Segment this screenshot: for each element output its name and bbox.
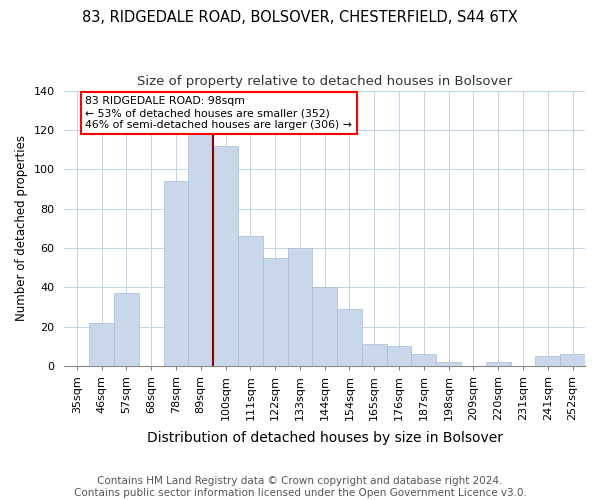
Bar xyxy=(412,354,436,366)
Bar xyxy=(560,354,585,366)
Bar xyxy=(188,134,213,366)
Bar xyxy=(213,146,238,366)
Bar xyxy=(337,309,362,366)
Text: 83 RIDGEDALE ROAD: 98sqm
← 53% of detached houses are smaller (352)
46% of semi-: 83 RIDGEDALE ROAD: 98sqm ← 53% of detach… xyxy=(85,96,352,130)
Bar xyxy=(535,356,560,366)
Y-axis label: Number of detached properties: Number of detached properties xyxy=(15,135,28,321)
Title: Size of property relative to detached houses in Bolsover: Size of property relative to detached ho… xyxy=(137,75,512,88)
Bar xyxy=(313,287,337,366)
Bar xyxy=(486,362,511,366)
Text: 83, RIDGEDALE ROAD, BOLSOVER, CHESTERFIELD, S44 6TX: 83, RIDGEDALE ROAD, BOLSOVER, CHESTERFIE… xyxy=(82,10,518,25)
X-axis label: Distribution of detached houses by size in Bolsover: Distribution of detached houses by size … xyxy=(147,431,503,445)
Bar xyxy=(386,346,412,366)
Bar xyxy=(362,344,386,366)
Bar xyxy=(238,236,263,366)
Bar xyxy=(164,181,188,366)
Bar xyxy=(114,293,139,366)
Bar xyxy=(436,362,461,366)
Bar xyxy=(287,248,313,366)
Bar xyxy=(263,258,287,366)
Bar xyxy=(89,322,114,366)
Text: Contains HM Land Registry data © Crown copyright and database right 2024.
Contai: Contains HM Land Registry data © Crown c… xyxy=(74,476,526,498)
